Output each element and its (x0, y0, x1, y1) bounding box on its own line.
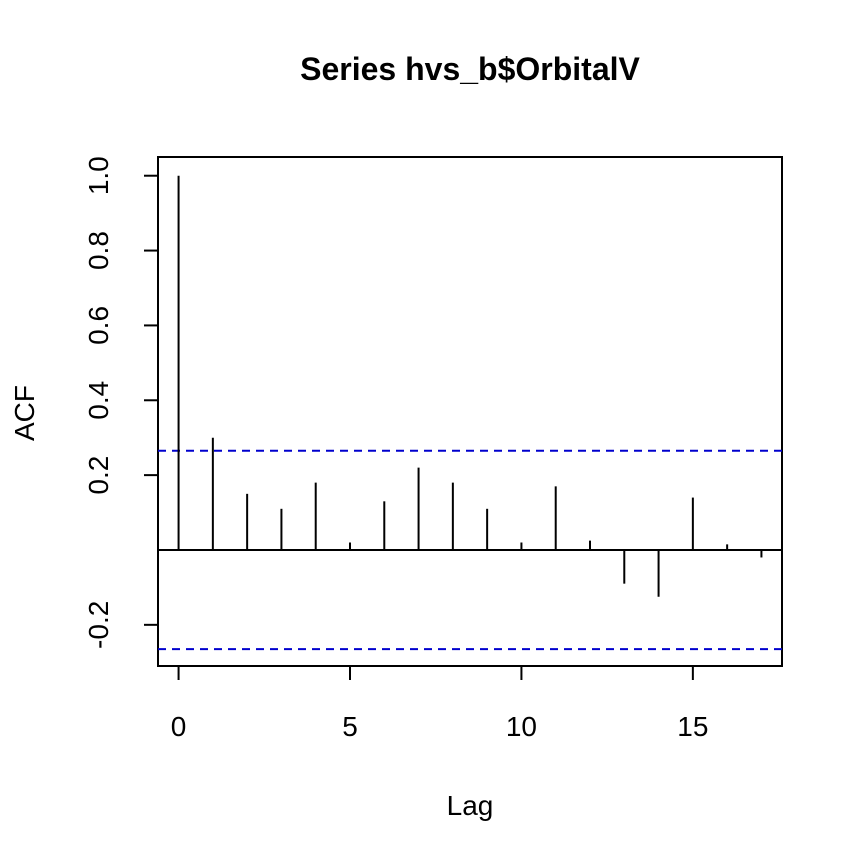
chart-marks: 0 5 10 15 -0.2 0.2 0.4 0.6 0.8 1.0 (83, 156, 782, 742)
x-tick-label: 5 (342, 711, 358, 742)
y-tick-label: 0.4 (83, 381, 114, 420)
y-tick-label: 0.2 (83, 456, 114, 495)
y-tick-label: 1.0 (83, 156, 114, 195)
y-axis-label: ACF (9, 385, 40, 441)
y-tick-label: 0.6 (83, 306, 114, 345)
x-tick-label: 10 (506, 711, 537, 742)
x-tick-label: 0 (171, 711, 187, 742)
x-axis-label: Lag (447, 790, 494, 821)
plot-frame (157, 156, 783, 667)
y-tick-label: 0.8 (83, 231, 114, 270)
y-tick-label: -0.2 (83, 601, 114, 649)
chart-title: Series hvs_b$OrbitalV (300, 51, 640, 87)
x-tick-label: 15 (677, 711, 708, 742)
